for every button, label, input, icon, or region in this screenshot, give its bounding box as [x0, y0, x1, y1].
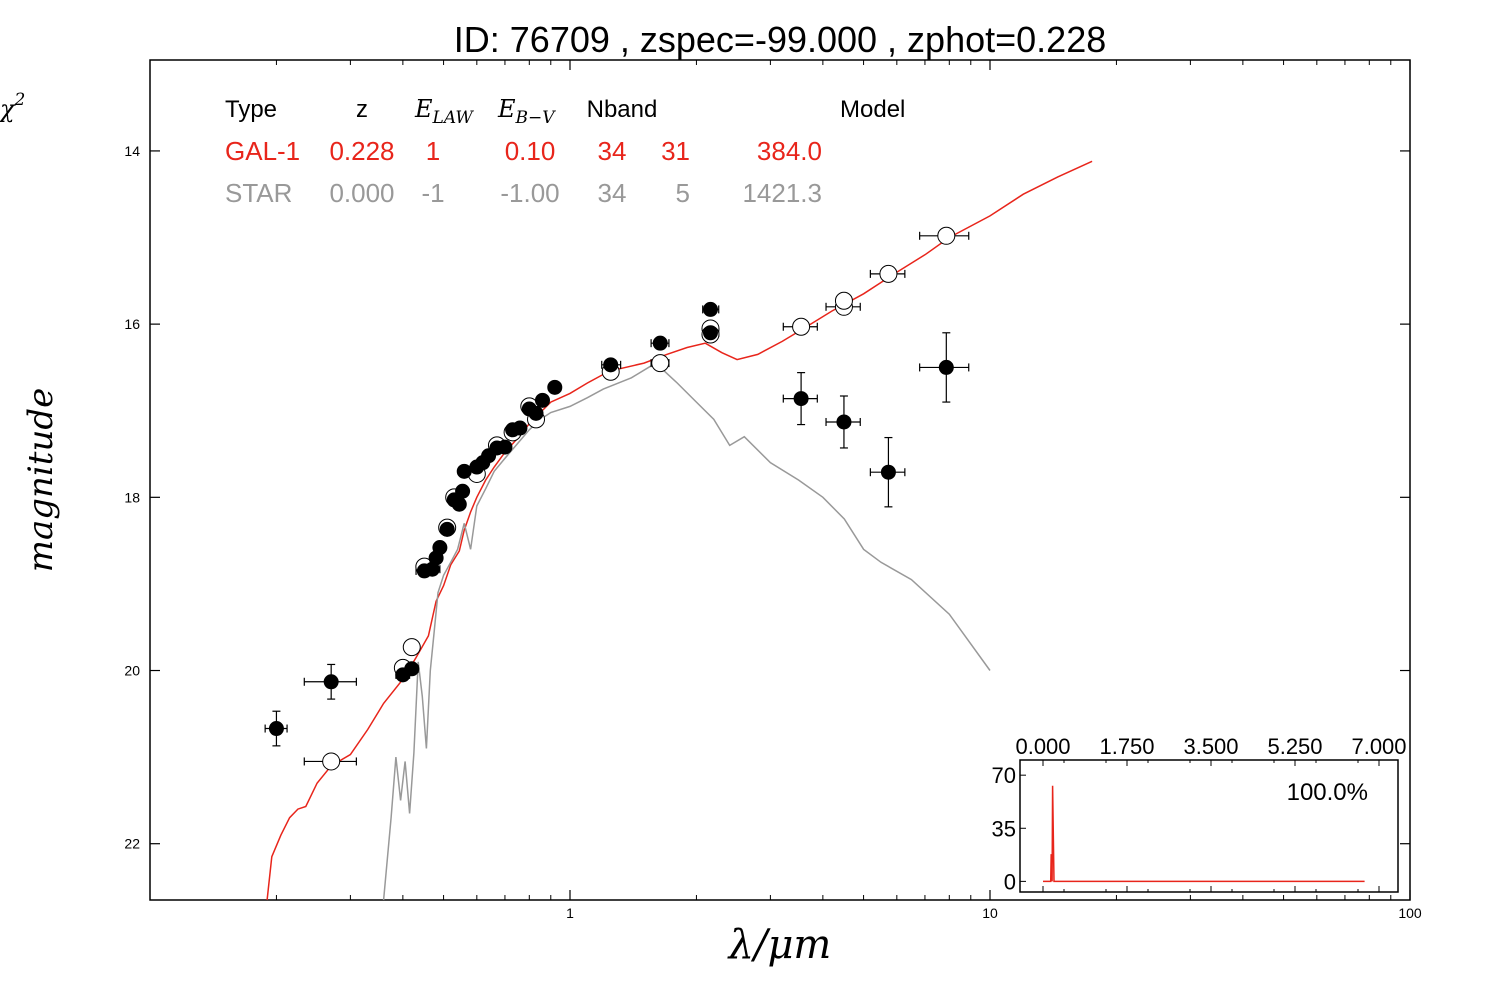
table-cell-star: -1 — [421, 178, 444, 208]
observed-point — [439, 521, 455, 537]
observed-point — [451, 496, 467, 512]
model-curves — [266, 160, 1093, 901]
observed-point — [528, 405, 544, 421]
chart-title: ID: 76709 , zspec=-99.000 , zphot=0.228 — [454, 19, 1106, 60]
x-axis-label: λ/μm — [727, 922, 832, 968]
observed-point — [702, 325, 718, 341]
inset-frame — [1019, 759, 1399, 893]
observed-point — [836, 414, 852, 430]
x-tick-label: 10 — [982, 905, 998, 921]
y-tick-label: 20 — [124, 663, 140, 679]
y-tick-label: 14 — [124, 143, 140, 159]
observed-point — [323, 674, 339, 690]
main-plot-frame — [149, 59, 1411, 901]
table-cell-star: 0.000 — [329, 178, 394, 208]
inset-y-tick-label: 35 — [992, 816, 1016, 841]
inset-x-tick-label: 3.500 — [1183, 734, 1238, 759]
observed-point — [497, 439, 513, 455]
legend-table: Type z ELAW EB−V Nband Model χ2 GAL-1 0.228 1 0.10… — [0, 90, 905, 208]
observed-point — [702, 301, 718, 317]
observed-point — [404, 661, 420, 677]
model-magnitude-point — [792, 317, 811, 336]
table-header: ELAW — [414, 95, 474, 128]
table-cell-star: 1421.3 — [742, 178, 822, 208]
table-cell-gal-1: 34 — [598, 136, 627, 166]
table-header: z — [356, 96, 368, 123]
x-tick-label: 1 — [566, 905, 574, 921]
model-curve-gal-1 — [266, 160, 1093, 901]
table-header: Nband — [587, 96, 658, 123]
model-magnitude-point — [322, 752, 341, 771]
table-header: χ2 — [0, 90, 25, 123]
table-cell-gal-1: 0.10 — [505, 136, 556, 166]
y-tick-label: 22 — [124, 836, 140, 852]
observed-point — [534, 392, 550, 408]
observed-point — [268, 721, 284, 737]
observed-point — [455, 483, 471, 499]
model-magnitude-point — [834, 291, 853, 310]
inset-x-tick-label: 5.250 — [1267, 734, 1322, 759]
table-cell-gal-1: 384.0 — [757, 136, 822, 166]
table-cell-star: 5 — [676, 178, 690, 208]
model-magnitude-point — [402, 638, 421, 657]
table-header: Type — [225, 96, 277, 123]
x-tick-label: 100 — [1398, 905, 1422, 921]
model-magnitude-point — [879, 264, 898, 283]
observed-point — [456, 463, 472, 479]
observed-point — [547, 379, 563, 395]
observed-point — [938, 359, 954, 375]
inset-y-tick-label: 0 — [1004, 869, 1016, 894]
model-curve-star — [382, 362, 991, 901]
table-header: Model — [840, 96, 905, 123]
observed-point — [793, 391, 809, 407]
model-magnitude-point — [651, 354, 670, 373]
y-axis-label: magnitude — [21, 388, 61, 573]
model-magnitude-point — [937, 226, 956, 245]
inset-y-tick-label: 70 — [992, 763, 1016, 788]
observed-point — [432, 540, 448, 556]
inset-x-tick-label: 1.750 — [1099, 734, 1154, 759]
inset-pdf-plot: 0.000 1.750 3.500 5.250 7.000 0 35 70 — [992, 734, 1407, 894]
y-tick-label: 16 — [124, 316, 140, 332]
table-header: EB−V — [497, 95, 556, 128]
table-cell-gal-1: GAL-1 — [225, 136, 300, 166]
inset-x-tick-label: 7.000 — [1351, 734, 1406, 759]
data-points — [268, 226, 956, 771]
observed-point — [880, 464, 896, 480]
table-cell-gal-1: 0.228 — [329, 136, 394, 166]
inset-x-tick-label: 0.000 — [1015, 734, 1070, 759]
table-cell-star: 34 — [598, 178, 627, 208]
table-cell-star: STAR — [225, 178, 292, 208]
inset-annotation: 100.0% — [1287, 779, 1368, 806]
observed-point — [512, 420, 528, 436]
y-tick-label: 18 — [124, 489, 140, 505]
observed-point — [652, 335, 668, 351]
observed-point — [603, 357, 619, 373]
error-bars — [264, 231, 970, 766]
inset-pdf-curve — [1043, 785, 1365, 883]
table-cell-star: -1.00 — [500, 178, 559, 208]
table-cell-gal-1: 1 — [426, 136, 440, 166]
table-cell-gal-1: 31 — [661, 136, 690, 166]
